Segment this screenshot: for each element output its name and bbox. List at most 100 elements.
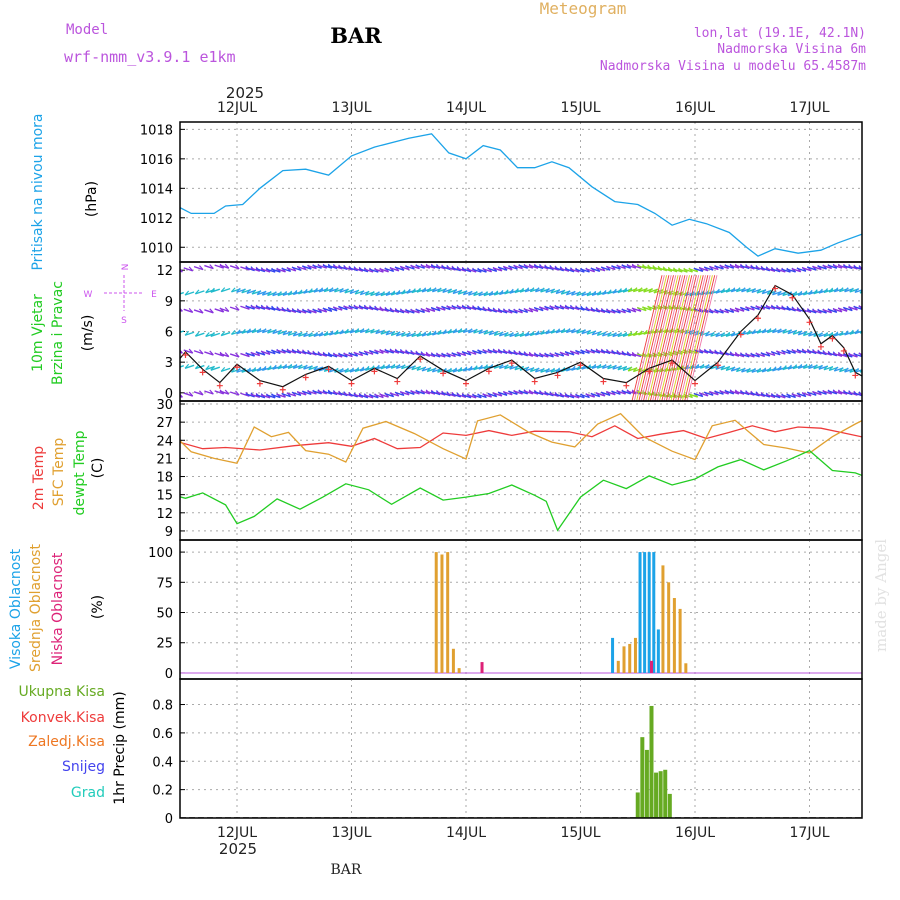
cloud-bar xyxy=(480,662,484,673)
wind-barb xyxy=(813,289,818,295)
wind-barb xyxy=(621,308,631,314)
wind-barb xyxy=(267,365,272,371)
wind-barb xyxy=(359,290,365,296)
wind-barb xyxy=(291,349,302,355)
wind-hatch xyxy=(631,275,663,401)
gust-marker xyxy=(216,382,223,389)
plot-cloud xyxy=(180,552,884,674)
wind-hatch xyxy=(686,275,718,401)
wind-barb xyxy=(255,267,266,273)
wind-barb xyxy=(626,352,637,357)
wind-barb xyxy=(632,367,638,372)
ylabel-precip-unit: 1hr Precip (mm) xyxy=(112,691,128,804)
wind-barb xyxy=(353,393,364,398)
series-line-pressure xyxy=(180,133,862,257)
wind-barb xyxy=(559,393,570,399)
wind-barb xyxy=(818,288,823,294)
wind-barb xyxy=(348,393,358,398)
wind-barb xyxy=(657,267,668,272)
time-tick-bottom: 13JUL xyxy=(332,825,372,841)
wind-barb xyxy=(188,391,194,397)
wind-barb xyxy=(756,367,762,373)
wind-barb xyxy=(287,290,293,296)
wind-barb xyxy=(199,349,204,355)
wind-barb xyxy=(272,329,277,334)
wind-barb xyxy=(334,287,339,293)
wind-barb xyxy=(483,364,488,370)
wind-barb xyxy=(291,391,302,397)
wind-barb xyxy=(555,289,561,294)
wind-barb xyxy=(693,267,704,272)
wind-barb xyxy=(492,349,503,354)
wind-barb xyxy=(611,350,621,356)
wind-barb xyxy=(554,393,564,398)
wind-barb xyxy=(849,367,854,373)
wind-barb xyxy=(415,390,425,395)
ytick-label: 15 xyxy=(156,489,173,504)
wind-barb xyxy=(818,332,823,337)
wind-barb xyxy=(787,329,792,334)
wind-barb xyxy=(786,307,796,312)
time-tick-top: 12JUL xyxy=(217,100,257,116)
wind-barb xyxy=(746,367,751,373)
wind-barb xyxy=(782,365,787,370)
ylabel-wind-1: 10m Vjetar xyxy=(30,294,46,372)
wind-barb xyxy=(416,365,421,371)
wind-barb xyxy=(705,331,710,337)
wind-barb xyxy=(586,364,592,370)
wind-barb xyxy=(853,392,862,397)
wind-barb xyxy=(745,306,755,311)
wind-barb xyxy=(488,330,494,336)
cloud-bar xyxy=(881,669,884,673)
wind-barb xyxy=(720,365,725,371)
wind-barb xyxy=(875,291,879,295)
ylabel-sfc: SFC Temp xyxy=(51,438,67,507)
wind-barb xyxy=(539,353,549,358)
wind-barb xyxy=(394,349,405,355)
wind-barb xyxy=(724,352,734,357)
wind-barb xyxy=(271,393,281,399)
wind-barb xyxy=(792,364,798,370)
wind-hatch xyxy=(661,275,693,401)
wind-barb xyxy=(880,268,884,272)
wind-barb xyxy=(395,331,401,337)
wind-barb xyxy=(885,268,889,272)
wind-barb xyxy=(370,328,375,334)
wind-barb xyxy=(384,308,394,313)
wind-barb xyxy=(240,392,250,397)
ytick-label: 25 xyxy=(156,637,173,652)
wind-barb xyxy=(348,305,358,310)
wind-barb xyxy=(214,390,224,395)
wind-barb xyxy=(513,390,523,395)
wind-barb xyxy=(523,308,534,313)
wind-barb xyxy=(890,268,894,272)
wind-barb xyxy=(426,287,432,293)
wind-barb xyxy=(210,288,221,293)
wind-barb xyxy=(828,365,834,371)
wind-barb xyxy=(277,364,282,370)
station-title: BAR xyxy=(330,23,382,48)
wind-barb xyxy=(348,266,358,272)
wind-barb xyxy=(796,267,807,272)
ytick-label: 0 xyxy=(165,387,173,402)
wind-barb xyxy=(782,291,787,296)
wind-barb xyxy=(256,290,262,295)
wind-barb xyxy=(183,267,193,272)
wind-barb xyxy=(220,367,231,373)
wind-barb xyxy=(307,390,317,395)
wind-barb xyxy=(828,287,834,293)
wind-barb xyxy=(395,363,401,369)
wind-hatch xyxy=(672,275,704,401)
wind-barb xyxy=(441,265,451,271)
wind-barb xyxy=(498,363,504,369)
wind-barb xyxy=(870,330,879,333)
wind-barb xyxy=(379,349,389,354)
precip-bar xyxy=(667,793,672,818)
wind-barb xyxy=(874,269,883,272)
wind-barb xyxy=(425,390,436,395)
wind-barb xyxy=(456,393,467,399)
gust-marker xyxy=(789,294,796,301)
wind-barb xyxy=(508,350,518,356)
wind-barb xyxy=(817,265,827,270)
compass-n: N xyxy=(121,264,131,271)
